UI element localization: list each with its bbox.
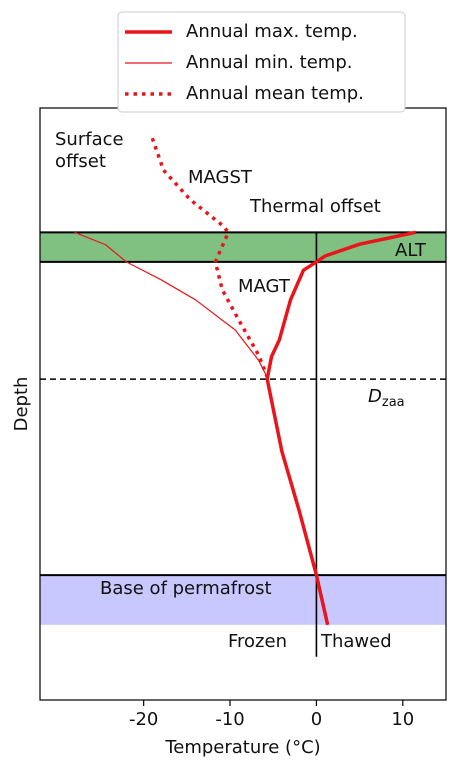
legend-box	[117, 11, 406, 113]
band	[40, 232, 446, 262]
x-tick-label: 0	[311, 709, 322, 730]
series-line	[265, 230, 417, 626]
x-tick-label: -20	[129, 709, 158, 730]
annotation: Thermal offset	[249, 196, 381, 217]
series-line	[150, 137, 270, 380]
y-axis-label: Depth	[11, 377, 32, 432]
annotation: Thawed	[320, 631, 392, 652]
legend-label: Annual max. temp.	[186, 21, 358, 42]
series-line	[74, 231, 269, 380]
annotation: MAGT	[238, 276, 291, 297]
annotation: MAGST	[188, 167, 253, 188]
annotation: Surface	[55, 129, 124, 150]
annotation: Frozen	[228, 631, 287, 652]
x-axis-label: Temperature (°C)	[164, 737, 320, 758]
band	[40, 575, 446, 625]
annotation: offset	[55, 151, 106, 172]
x-tick-label: 10	[391, 709, 414, 730]
dzaa-main: D	[368, 386, 382, 407]
legend-label: Annual mean temp.	[186, 83, 364, 104]
legend: Annual max. temp. Annual min. temp. Annual…	[117, 11, 406, 113]
dzaa-label: Dzaa	[368, 386, 405, 410]
legend-label: Annual min. temp.	[186, 52, 353, 73]
x-tick-label: -10	[215, 709, 244, 730]
dzaa-sub: zaa	[382, 395, 405, 410]
band-label: Base of permafrost	[100, 578, 272, 599]
band-label: ALT	[395, 240, 427, 261]
